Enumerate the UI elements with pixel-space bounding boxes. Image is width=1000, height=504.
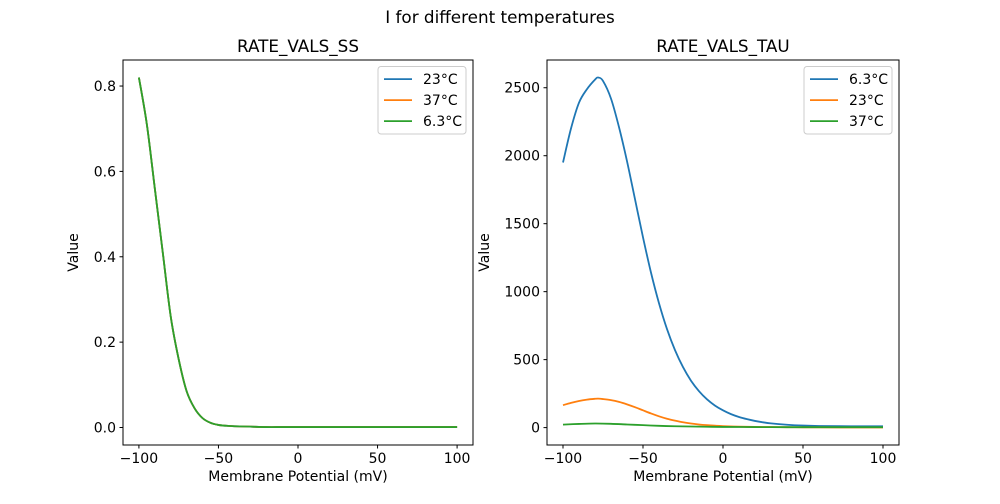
x-axis-label: Membrane Potential (mV) xyxy=(208,469,387,485)
subplot-title-ss: RATE_VALS_SS xyxy=(237,36,359,57)
y-tick-label: 0 xyxy=(531,421,540,437)
subplot-ss: RATE_VALS_SS −100 −50 0 50 100 0.0 0.2 0.4 0.6 0.8… xyxy=(66,36,474,485)
legend: 23°C 37°C 6.3°C xyxy=(377,66,467,135)
x-tick-label: −100 xyxy=(120,451,158,467)
legend-box xyxy=(377,66,467,135)
y-tick-label: 0.4 xyxy=(94,250,116,266)
x-tick-label: −100 xyxy=(544,451,582,467)
x-tick-label: 0 xyxy=(719,451,728,467)
y-tick-label: 0.2 xyxy=(94,335,116,351)
series-line-6.3°C xyxy=(562,76,884,428)
y-tick-label: 0.8 xyxy=(94,79,116,95)
y-tick-label: 2500 xyxy=(504,81,540,97)
legend-label: 23°C xyxy=(849,93,884,109)
x-tick-label: −50 xyxy=(204,451,234,467)
y-tick-label: 1500 xyxy=(504,217,540,233)
legend: 6.3°C 23°C 37°C xyxy=(803,66,893,135)
legend-box xyxy=(803,66,893,135)
legend-label: 23°C xyxy=(423,72,458,88)
x-tick-label: 50 xyxy=(369,451,387,467)
x-tick-label: 100 xyxy=(444,451,471,467)
x-tick-label: 100 xyxy=(870,451,897,467)
x-tick-label: 0 xyxy=(294,451,303,467)
y-tick-label: 0.0 xyxy=(94,421,116,437)
y-tick-label: 500 xyxy=(513,353,540,369)
legend-label: 6.3°C xyxy=(423,114,462,130)
y-tick-label: 0.6 xyxy=(94,164,116,180)
legend-label: 6.3°C xyxy=(849,72,888,88)
y-tick-label: 2000 xyxy=(504,149,540,165)
y-axis-label: Value xyxy=(66,233,82,271)
x-axis-label: Membrane Potential (mV) xyxy=(633,469,812,485)
y-tick-label: 1000 xyxy=(504,285,540,301)
legend-label: 37°C xyxy=(423,93,458,109)
y-axis-label: Value xyxy=(477,233,493,271)
axes-root: RATE_VALS_SS −100 −50 0 50 100 0.0 0.2 0.4 0.6 0.8… xyxy=(66,36,900,485)
series-line-6.3°C xyxy=(138,77,458,429)
x-tick-label: 50 xyxy=(794,451,812,467)
subplot-tau: RATE_VALS_TAU−100 −50 0 50 10005001000150020… xyxy=(477,36,900,485)
series-line-37°C xyxy=(562,422,883,429)
subplot-title-tau: RATE_VALS_TAU xyxy=(656,36,789,57)
figure-suptitle: I for different temperatures xyxy=(385,7,615,27)
x-tick-label: −50 xyxy=(628,451,658,467)
legend-label: 37°C xyxy=(849,114,884,130)
